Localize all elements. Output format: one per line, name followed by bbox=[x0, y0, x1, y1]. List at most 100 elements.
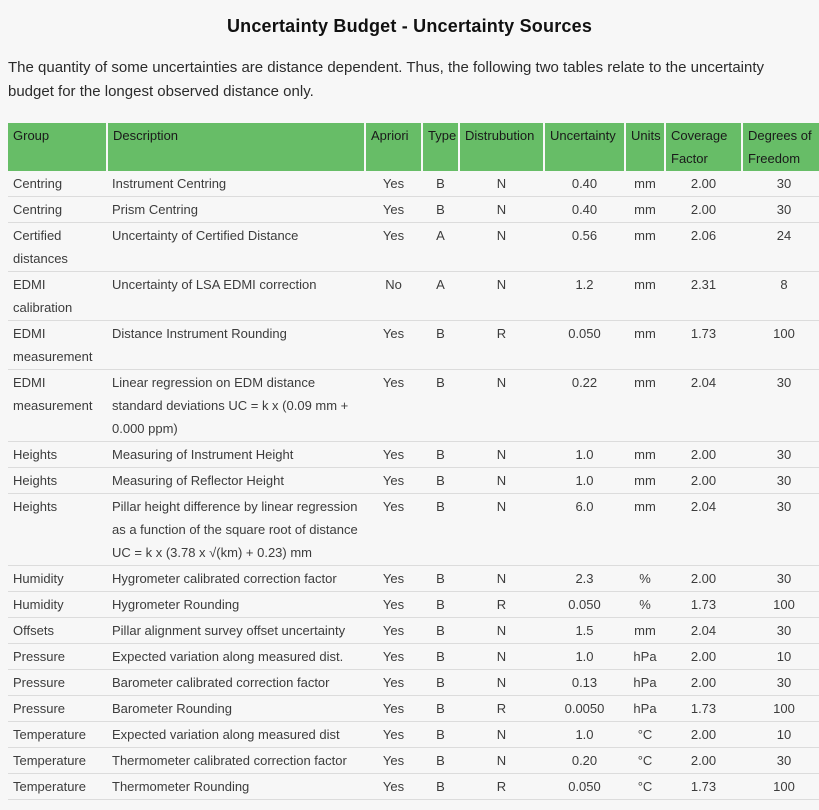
cell-coverage_factor: 2.04 bbox=[665, 617, 742, 644]
cell-uncertainty: 1.0 bbox=[544, 721, 625, 748]
table-row: Pressure Expected variation along measure… bbox=[8, 643, 819, 670]
cell-distribution: R bbox=[459, 695, 544, 722]
table-row: Offsets Pillar alignment survey offset un… bbox=[8, 617, 819, 644]
cell-units: mm bbox=[625, 320, 665, 370]
table-row: Centring Instrument Centring Yes B N 0.40 mm 2.… bbox=[8, 171, 819, 197]
cell-degrees_of_freedom: 10 bbox=[742, 643, 819, 670]
column-header-description: Description bbox=[106, 123, 365, 171]
cell-uncertainty: 0.050 bbox=[544, 591, 625, 618]
cell-coverage_factor: 2.00 bbox=[665, 747, 742, 774]
cell-description: Instrument Centring bbox=[107, 171, 365, 197]
cell-distribution: R bbox=[459, 591, 544, 618]
cell-coverage_factor: 2.00 bbox=[665, 721, 742, 748]
cell-group: Centring bbox=[8, 171, 107, 197]
table-row: Centring Prism Centring Yes B N 0.40 mm 2.00 30 bbox=[8, 196, 819, 223]
cell-type: B bbox=[422, 320, 459, 370]
cell-units: mm bbox=[625, 617, 665, 644]
cell-coverage_factor: 2.00 bbox=[665, 643, 742, 670]
column-header-apriori: Apriori bbox=[364, 123, 422, 171]
cell-group: Temperature bbox=[8, 721, 107, 748]
cell-units: hPa bbox=[625, 695, 665, 722]
table-header: Group Description Apriori Type Distrubution U… bbox=[8, 123, 819, 171]
cell-uncertainty: 0.0050 bbox=[544, 695, 625, 722]
cell-apriori: Yes bbox=[365, 747, 422, 774]
cell-apriori: Yes bbox=[365, 320, 422, 370]
cell-uncertainty: 0.13 bbox=[544, 669, 625, 696]
cell-degrees_of_freedom: 30 bbox=[742, 369, 819, 442]
cell-apriori: Yes bbox=[365, 369, 422, 442]
cell-coverage_factor: 1.73 bbox=[665, 591, 742, 618]
cell-coverage_factor: 2.04 bbox=[665, 369, 742, 442]
table-row: EDMI calibration Uncertainty of LSA EDMI … bbox=[8, 271, 819, 321]
cell-distribution: N bbox=[459, 196, 544, 223]
cell-apriori: Yes bbox=[365, 591, 422, 618]
table-row: EDMI measurement Linear regression on EDM… bbox=[8, 369, 819, 442]
cell-uncertainty: 1.2 bbox=[544, 271, 625, 321]
cell-group: Centring bbox=[8, 196, 107, 223]
cell-group: Humidity bbox=[8, 565, 107, 592]
cell-units: mm bbox=[625, 441, 665, 468]
cell-distribution: N bbox=[459, 369, 544, 442]
cell-group: Heights bbox=[8, 467, 107, 494]
cell-degrees_of_freedom: 24 bbox=[742, 222, 819, 272]
cell-type: B bbox=[422, 441, 459, 468]
cell-units: °C bbox=[625, 747, 665, 774]
table-row: Humidity Hygrometer Rounding Yes B R 0.050% 1.… bbox=[8, 591, 819, 618]
cell-units: mm bbox=[625, 271, 665, 321]
cell-description: Prism Centring bbox=[107, 196, 365, 223]
cell-distribution: N bbox=[459, 669, 544, 696]
cell-group: Certified distances bbox=[8, 222, 107, 272]
cell-coverage_factor: 2.00 bbox=[665, 171, 742, 197]
cell-apriori: Yes bbox=[365, 441, 422, 468]
table-row: Heights Measuring of Reflector Height Yes B… bbox=[8, 467, 819, 494]
cell-description: Expected variation along measured dist. bbox=[107, 643, 365, 670]
cell-description: Pillar alignment survey offset uncertain… bbox=[107, 617, 365, 644]
cell-apriori: Yes bbox=[365, 196, 422, 223]
column-header-type: Type bbox=[421, 123, 459, 171]
cell-uncertainty: 1.0 bbox=[544, 441, 625, 468]
cell-apriori: Yes bbox=[365, 695, 422, 722]
column-header-coverage_factor: Coverage Factor bbox=[664, 123, 742, 171]
cell-degrees_of_freedom: 100 bbox=[742, 695, 819, 722]
column-header-units: Units bbox=[624, 123, 665, 171]
cell-units: hPa bbox=[625, 643, 665, 670]
cell-degrees_of_freedom: 30 bbox=[742, 196, 819, 223]
cell-distribution: N bbox=[459, 271, 544, 321]
cell-degrees_of_freedom: 30 bbox=[742, 171, 819, 197]
table-row: Temperature Thermometer calibrated correc… bbox=[8, 747, 819, 774]
cell-description: Barometer Rounding bbox=[107, 695, 365, 722]
cell-units: % bbox=[625, 565, 665, 592]
cell-degrees_of_freedom: 30 bbox=[742, 493, 819, 566]
cell-coverage_factor: 2.31 bbox=[665, 271, 742, 321]
cell-description: Hygrometer calibrated correction factor bbox=[107, 565, 365, 592]
cell-distribution: N bbox=[459, 222, 544, 272]
cell-apriori: No bbox=[365, 271, 422, 321]
cell-units: mm bbox=[625, 171, 665, 197]
cell-distribution: N bbox=[459, 565, 544, 592]
cell-distribution: N bbox=[459, 721, 544, 748]
cell-type: B bbox=[422, 747, 459, 774]
cell-apriori: Yes bbox=[365, 669, 422, 696]
cell-uncertainty: 2.3 bbox=[544, 565, 625, 592]
cell-type: B bbox=[422, 467, 459, 494]
table-row: Certified distances Uncertainty of Certif… bbox=[8, 222, 819, 272]
cell-group: Temperature bbox=[8, 747, 107, 774]
cell-apriori: Yes bbox=[365, 721, 422, 748]
cell-degrees_of_freedom: 100 bbox=[742, 320, 819, 370]
cell-type: B bbox=[422, 493, 459, 566]
cell-apriori: Yes bbox=[365, 222, 422, 272]
cell-uncertainty: 0.40 bbox=[544, 196, 625, 223]
cell-group: Humidity bbox=[8, 591, 107, 618]
cell-coverage_factor: 2.06 bbox=[665, 222, 742, 272]
cell-type: B bbox=[422, 669, 459, 696]
cell-coverage_factor: 2.04 bbox=[665, 493, 742, 566]
cell-apriori: Yes bbox=[365, 565, 422, 592]
cell-type: B bbox=[422, 171, 459, 197]
cell-type: B bbox=[422, 695, 459, 722]
cell-coverage_factor: 2.00 bbox=[665, 441, 742, 468]
cell-coverage_factor: 1.73 bbox=[665, 320, 742, 370]
cell-uncertainty: 1.5 bbox=[544, 617, 625, 644]
cell-units: % bbox=[625, 591, 665, 618]
table-header-row: Group Description Apriori Type Distrubution U… bbox=[8, 123, 819, 171]
cell-description: Hygrometer Rounding bbox=[107, 591, 365, 618]
